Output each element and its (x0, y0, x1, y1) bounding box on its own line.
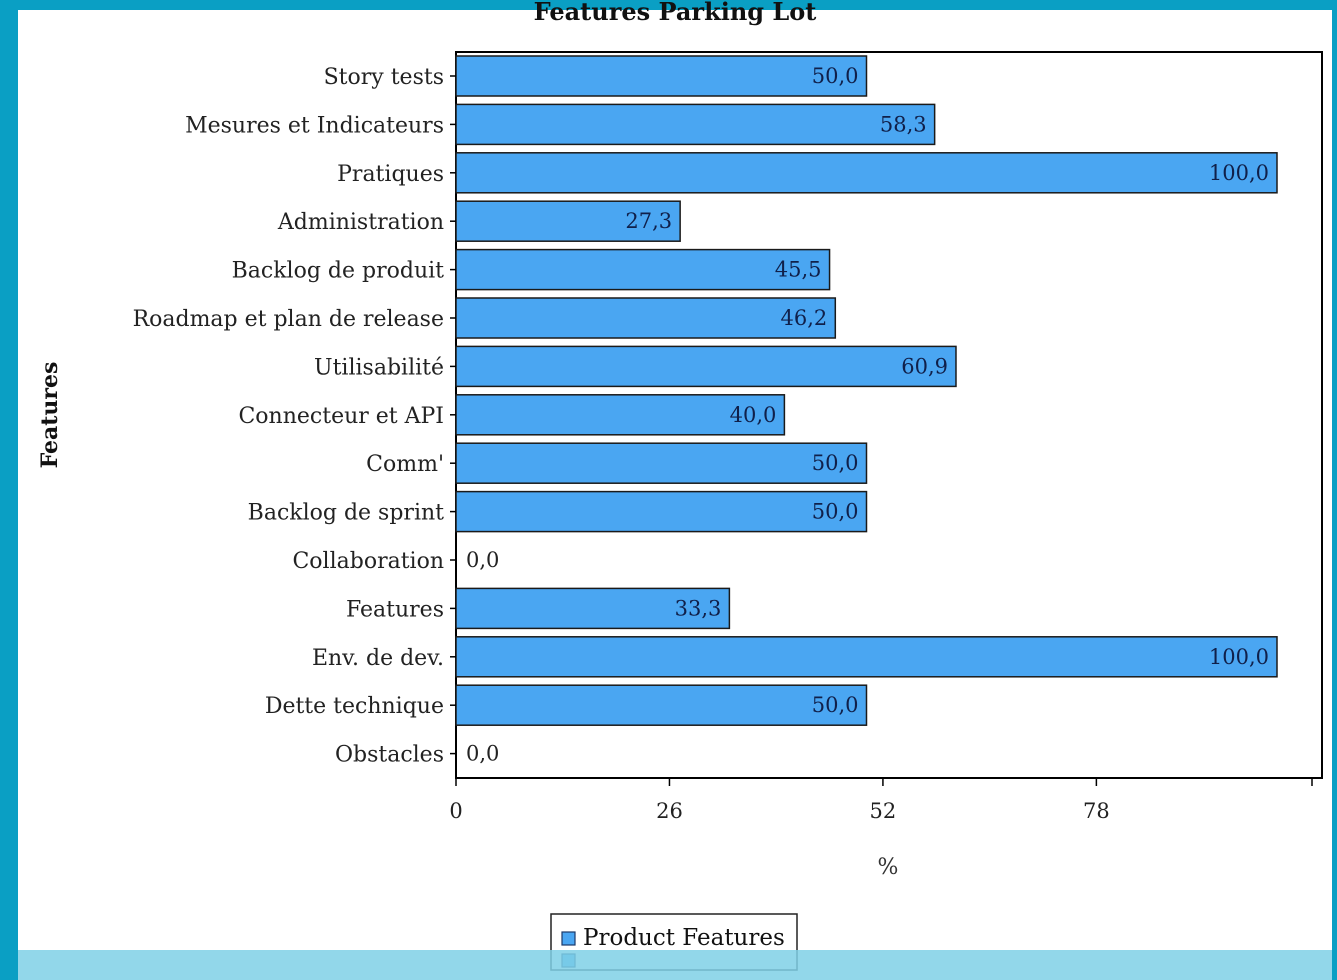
chart-title: Features Parking Lot (534, 0, 817, 26)
bar (455, 103, 936, 146)
bar-value-label: 0,0 (466, 742, 499, 766)
category-labels: Story tests Mesures et Indicateurs Pratiqu… (133, 65, 456, 768)
bar-value-label: 58,3 (880, 112, 927, 136)
category-label: Obstacles (335, 743, 444, 768)
category-label: Env. de dev. (312, 646, 444, 671)
bar (455, 442, 868, 484)
category-label: Comm' (366, 452, 444, 477)
x-tick-label: 0 (449, 799, 462, 823)
bar-value-label: 50,0 (812, 64, 859, 88)
bar-value-label: 100,0 (1209, 645, 1269, 669)
bar-value-label: 46,2 (781, 306, 828, 330)
category-label: Backlog de produit (232, 259, 445, 284)
category-label: Dette technique (265, 694, 444, 719)
category-label: Administration (277, 210, 444, 235)
x-tick-label: 26 (656, 799, 683, 823)
category-label: Backlog de sprint (248, 501, 444, 526)
category-label: Mesures et Indicateurs (185, 113, 444, 138)
bar (455, 587, 731, 630)
bar (455, 248, 831, 291)
legend-label: Product Features (583, 925, 785, 951)
bar (455, 490, 868, 533)
bar (455, 55, 868, 97)
bar-value-label: 33,3 (675, 596, 722, 620)
category-label: Collaboration (292, 549, 444, 574)
bar (455, 345, 957, 388)
legend-swatch (561, 931, 576, 946)
bar (455, 297, 837, 339)
bar-value-label: 60,9 (901, 354, 948, 378)
bar-value-label: 0,0 (466, 548, 499, 572)
bar-value-label: 100,0 (1209, 161, 1269, 185)
bar-series: 50,0 58,3 100,0 27,3 45,5 46,2 60,9 40,0 50,0 50,… (455, 55, 1278, 766)
x-tick-label: 52 (870, 799, 897, 823)
x-axis-ticks: 0 26 52 78 (449, 778, 1313, 823)
category-label: Story tests (324, 65, 444, 90)
x-axis-title: % (878, 855, 899, 880)
bar-value-label: 27,3 (625, 209, 672, 233)
category-label: Connecteur et API (238, 404, 444, 429)
bottom-band (18, 950, 1332, 980)
bar (455, 636, 1278, 678)
category-label: Utilisabilité (314, 355, 444, 380)
bar-value-label: 40,0 (730, 403, 777, 427)
category-label: Features (346, 597, 444, 622)
bar (455, 152, 1278, 194)
bar (455, 684, 868, 726)
category-label: Roadmap et plan de release (133, 307, 444, 332)
bar (455, 200, 681, 242)
y-axis-title: Features (37, 362, 63, 469)
bar-value-label: 50,0 (812, 693, 859, 717)
bar-value-label: 50,0 (812, 500, 859, 524)
category-label: Pratiques (337, 162, 444, 187)
bar-value-label: 50,0 (812, 451, 859, 475)
bar (455, 394, 786, 436)
x-tick-label: 78 (1083, 799, 1110, 823)
bar-value-label: 45,5 (775, 258, 822, 282)
